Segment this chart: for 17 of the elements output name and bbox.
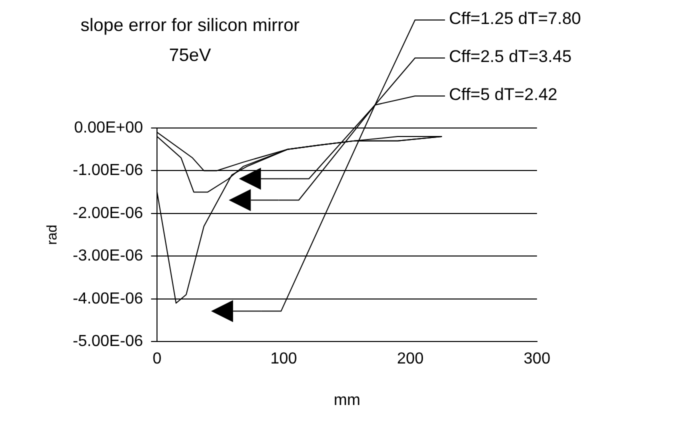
y-tick-label: -4.00E-06 [72, 290, 144, 308]
x-tick-label: 100 [270, 350, 298, 368]
y-tick-label: -2.00E-06 [72, 204, 144, 222]
x-tick-label: 0 [152, 350, 162, 368]
y-tick-label: -3.00E-06 [72, 248, 144, 265]
x-axis-title: mm [334, 392, 360, 409]
y-axis-title: rad [43, 224, 60, 245]
y-tick-label: -1.00E-06 [72, 162, 144, 180]
chart-title: slope error for silicon mirror [79, 14, 301, 37]
text: Cff=1.25 dT=7.80 [449, 9, 582, 29]
y-tick-label: -5.00E-06 [72, 333, 144, 350]
y-tick-label: 0.00E+00 [74, 119, 144, 136]
series-label: Cff=5 dT=2.42 [449, 85, 558, 105]
text: Cff=2.5 dT=3.45 [449, 47, 572, 67]
chart-subtitle: 75eV [168, 44, 212, 67]
x-tick-label: 200 [397, 350, 424, 368]
x-tick-label: 300 [524, 350, 550, 368]
